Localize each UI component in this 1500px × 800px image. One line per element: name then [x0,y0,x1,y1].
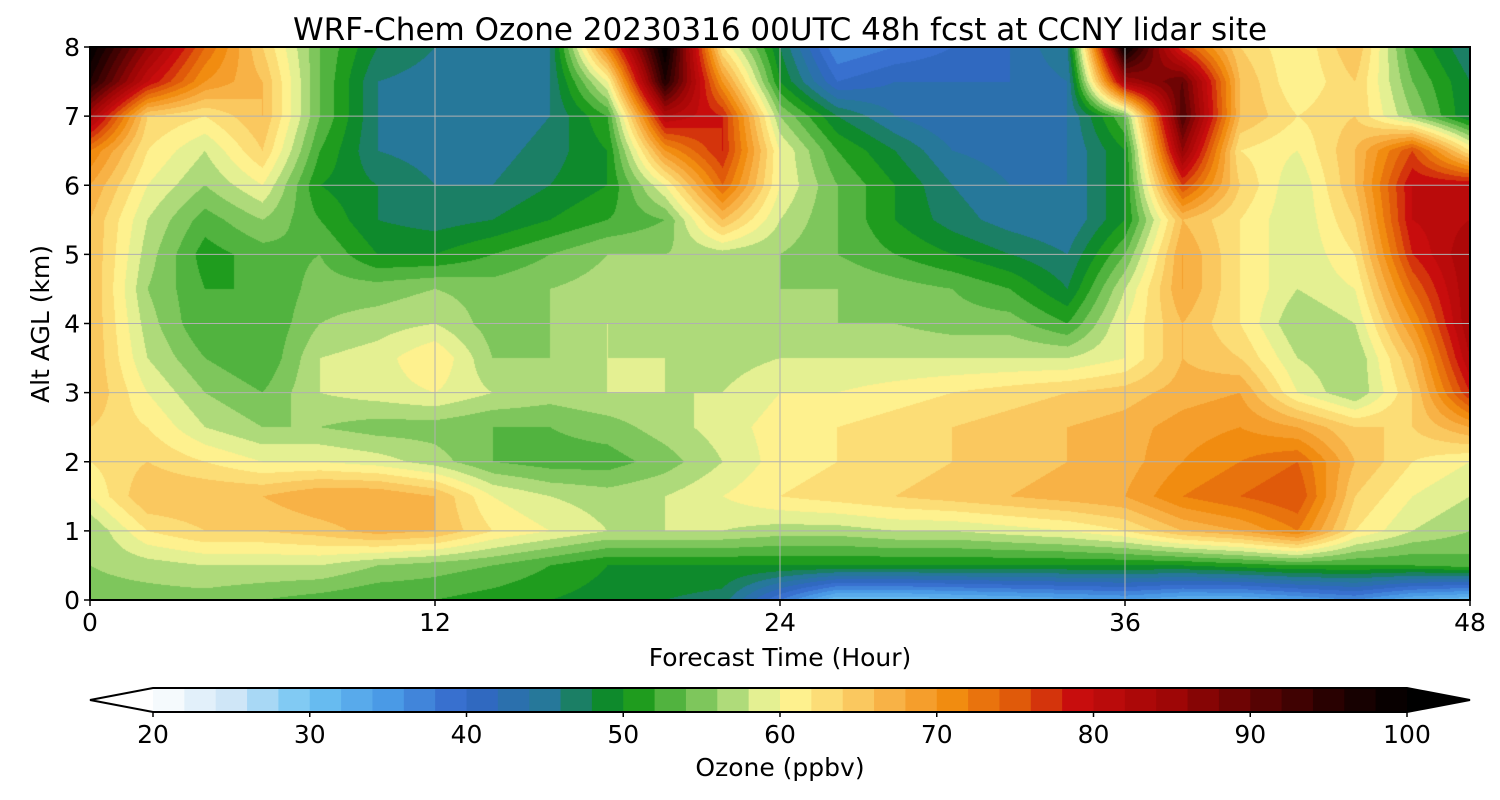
colorbar-segment [1281,688,1314,712]
colorbar-under-arrow [90,688,153,712]
colorbar-tick-label: 40 [451,720,483,749]
colorbar: 20 30 40 50 60 70 80 90 100 [89,687,1471,749]
colorbar-segment [247,688,279,712]
colorbar-segment [936,688,969,712]
y-tick-label: 4 [64,310,80,339]
y-tick-label: 3 [64,379,80,408]
colorbar-segment [403,688,436,712]
y-axis: 0 1 2 3 4 5 6 7 8 [64,33,90,615]
y-tick-label: 1 [64,517,80,546]
chart-title: WRF-Chem Ozone 20230316 00UTC 48h fcst a… [293,12,1267,48]
colorbar-segment [1030,688,1063,712]
y-tick-label: 5 [64,240,80,269]
colorbar-segment [1250,688,1283,712]
colorbar-segment [309,688,342,712]
x-axis-label: Forecast Time (Hour) [649,643,912,672]
colorbar-segment [811,688,844,712]
colorbar-segment [372,688,405,712]
colorbar-segment [623,688,656,712]
colorbar-segment [1375,688,1408,712]
colorbar-segment [1218,688,1251,712]
colorbar-segment [717,688,750,712]
colorbar-segment [685,688,718,712]
colorbar-segment [215,688,248,712]
colorbar-tick-label: 70 [921,720,953,749]
y-tick-label: 8 [64,33,80,62]
colorbar-segment [1062,688,1095,712]
colorbar-tick-label: 60 [764,720,796,749]
colorbar-tick-label: 100 [1383,720,1431,749]
colorbar-segment [874,688,906,712]
colorbar-segment [905,688,938,712]
y-tick-label: 7 [64,102,80,131]
colorbar-segment [560,688,593,712]
colorbar-segment [529,688,562,712]
colorbar-segment [748,688,781,712]
colorbar-tick-label: 20 [137,720,169,749]
y-tick-label: 0 [64,586,80,615]
colorbar-segment [466,688,499,712]
x-tick-label: 36 [1109,608,1141,637]
colorbar-segment [591,688,624,712]
colorbar-over-arrow [1407,688,1470,712]
colorbar-tick-label: 80 [1078,720,1110,749]
colorbar-segment [497,688,530,712]
colorbar-segment [341,688,374,712]
colorbar-segment [780,688,812,712]
x-tick-label: 12 [419,608,451,637]
colorbar-tick-label: 90 [1234,720,1266,749]
colorbar-segment [1124,688,1157,712]
colorbar-segment [999,688,1032,712]
y-tick-label: 2 [64,448,80,477]
x-axis: 0 12 24 36 48 [82,600,1486,637]
colorbar-segment [968,688,1001,712]
colorbar-label: Ozone (ppbv) [695,753,864,782]
colorbar-segment [1156,688,1189,712]
colorbar-segment [1187,688,1220,712]
colorbar-segment [153,688,185,712]
colorbar-tick-label: 50 [607,720,639,749]
y-axis-label: Alt AGL (km) [26,245,55,403]
colorbar-segment [1093,688,1126,712]
colorbar-segment [842,688,875,712]
y-tick-label: 6 [64,171,80,200]
colorbar-segment [654,688,687,712]
colorbar-segment [435,688,468,712]
x-tick-label: 24 [764,608,796,637]
colorbar-tick-label: 30 [294,720,326,749]
colorbar-segment [1344,688,1377,712]
colorbar-segment [1312,688,1345,712]
colorbar-segment [184,688,217,712]
colorbar-segment [278,688,311,712]
x-tick-label: 0 [82,608,98,637]
x-tick-label: 48 [1454,608,1486,637]
